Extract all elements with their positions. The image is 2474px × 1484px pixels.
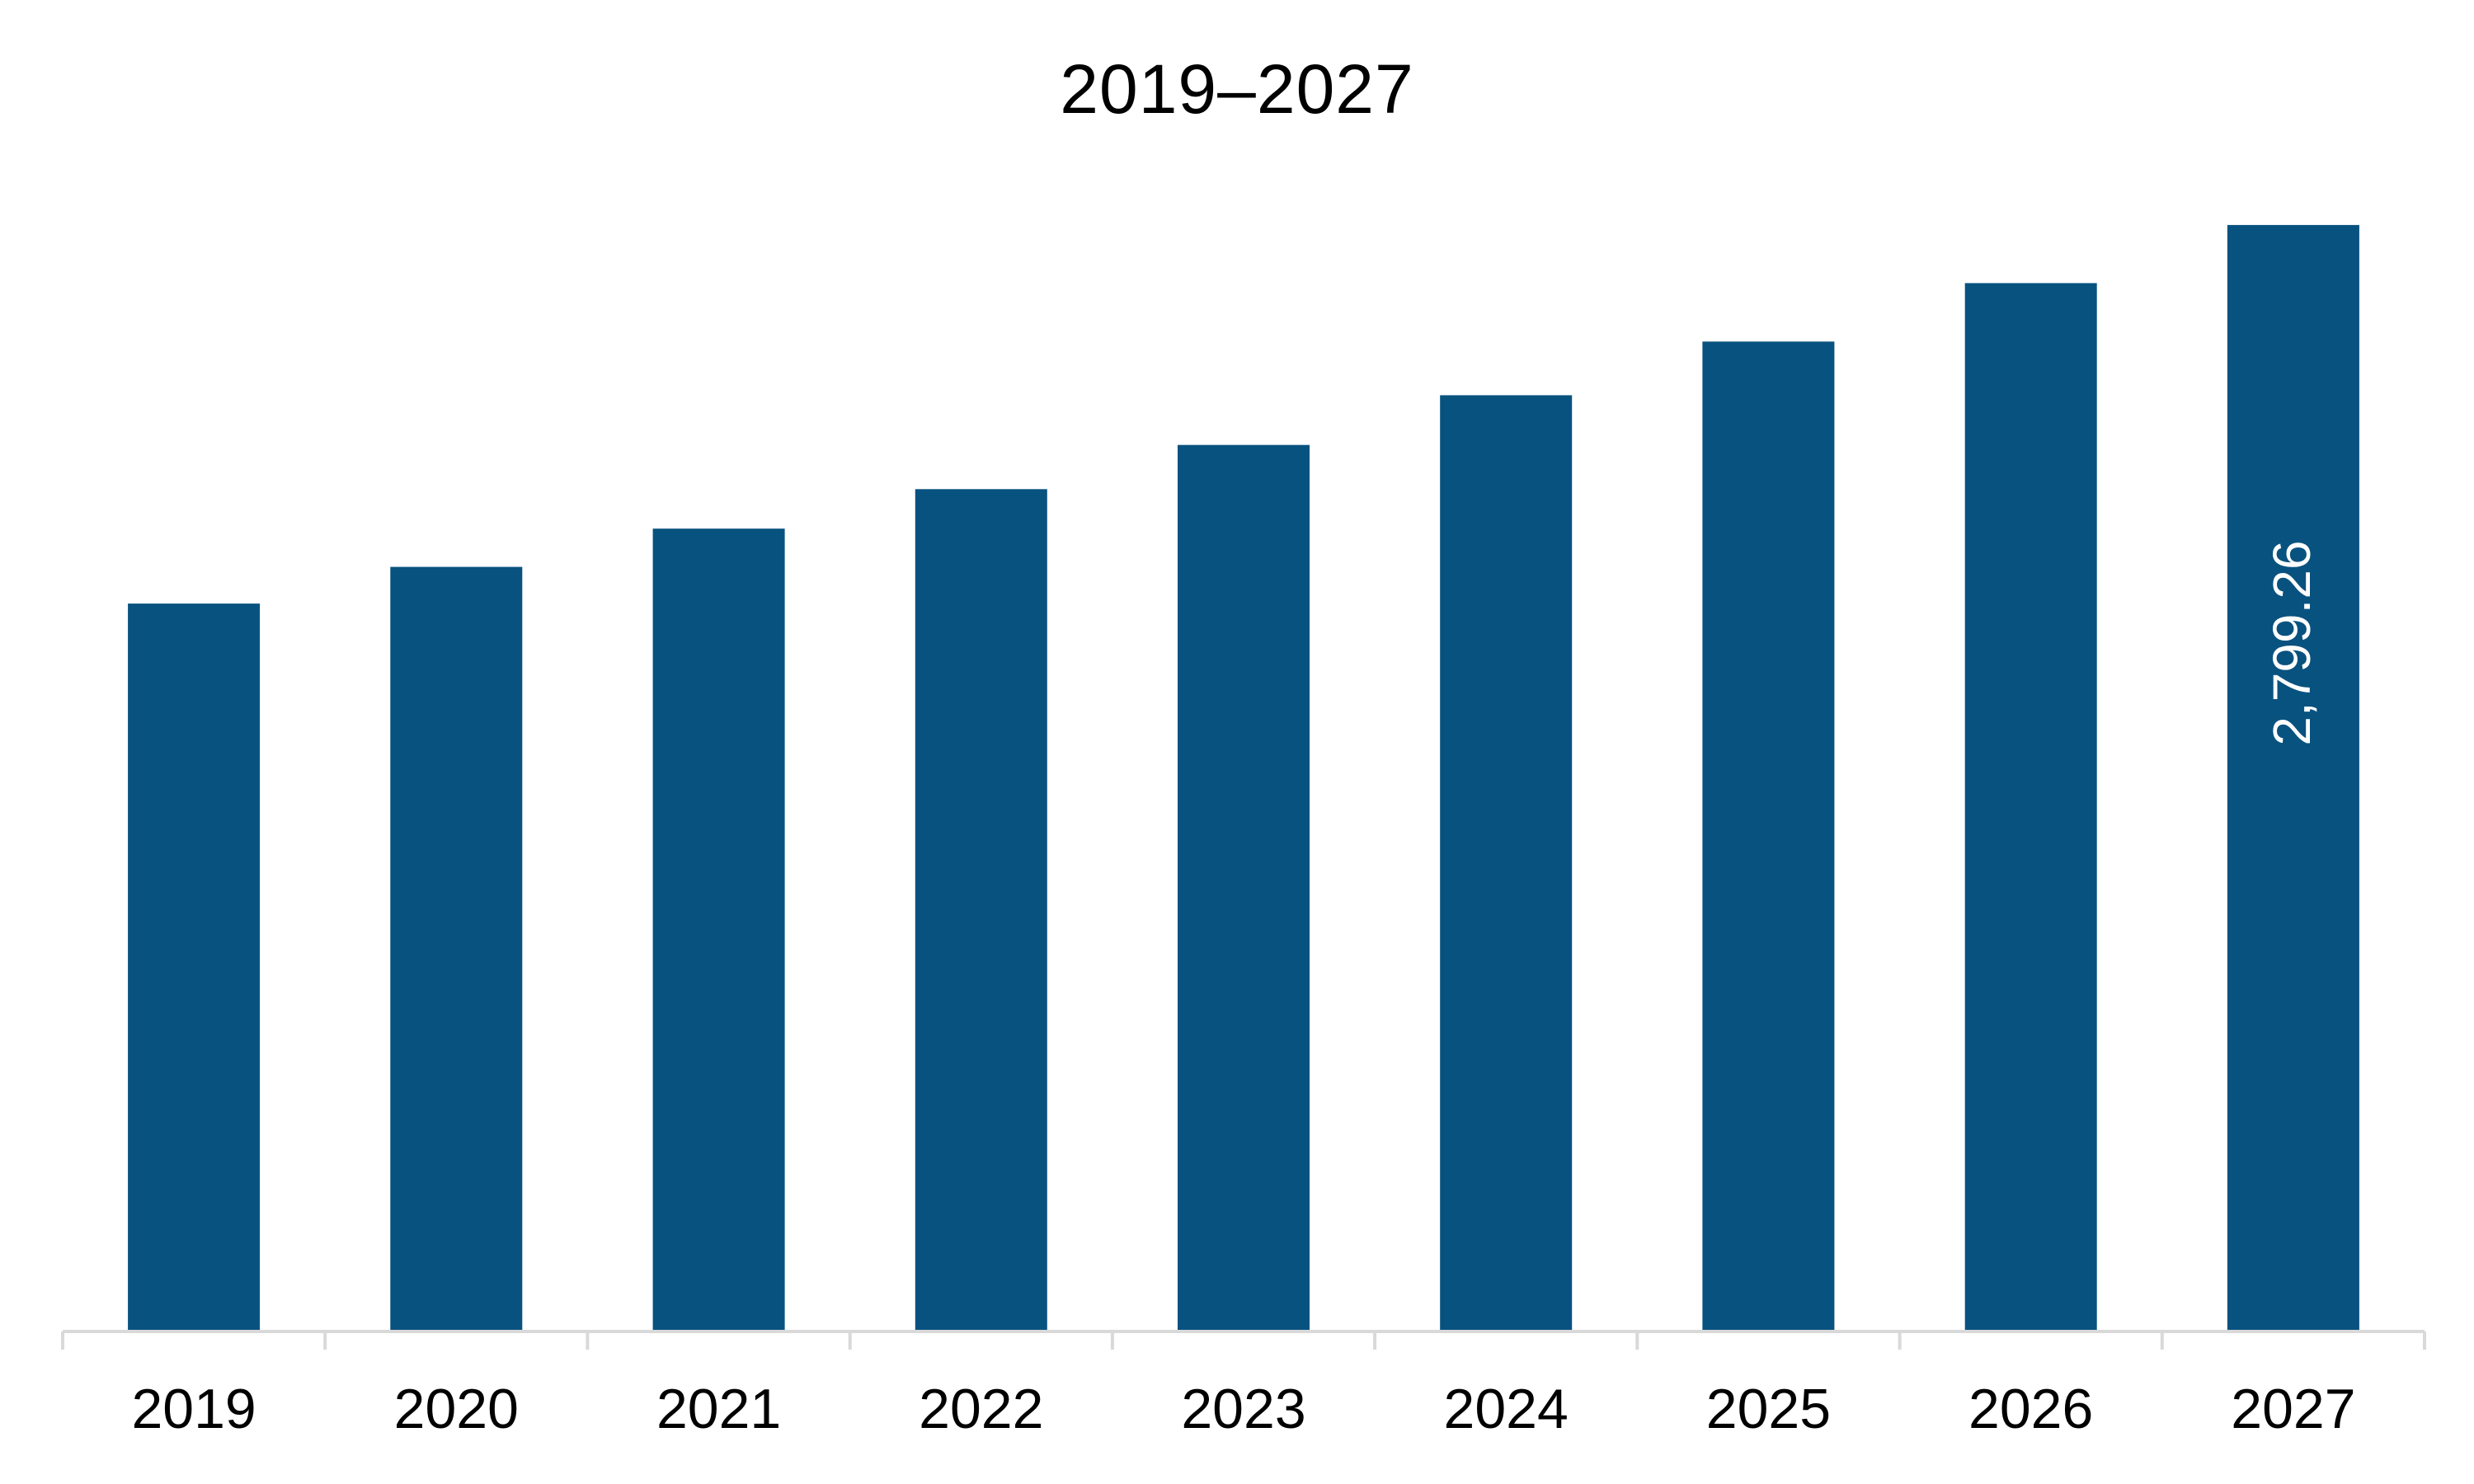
x-tick-label-2022: 2022 — [919, 1378, 1043, 1440]
x-tick-label-2021: 2021 — [656, 1378, 781, 1440]
bar-2025 — [1702, 341, 1835, 1330]
x-tick-label-2019: 2019 — [131, 1378, 256, 1440]
bar-2023 — [1178, 444, 1310, 1331]
x-tick-label-2025: 2025 — [1706, 1378, 1831, 1440]
bar-2022 — [915, 489, 1047, 1330]
x-tick-label-2027: 2027 — [2231, 1378, 2355, 1440]
bar-2027 — [2227, 224, 2359, 1330]
bar-2024 — [1440, 395, 1573, 1330]
chart-title: 2019–2027 — [1060, 50, 1414, 128]
x-tick-label-2026: 2026 — [1968, 1378, 2093, 1440]
x-tick-label-2020: 2020 — [394, 1378, 519, 1440]
bar-2019 — [128, 603, 261, 1330]
bar-2026 — [1964, 283, 2097, 1330]
bar-2021 — [652, 528, 785, 1330]
data-label-2027: 2,799.26 — [2262, 540, 2321, 745]
x-tick-label-2024: 2024 — [1444, 1378, 1569, 1440]
bar-2020 — [390, 566, 523, 1330]
x-tick-label-2023: 2023 — [1181, 1378, 1305, 1440]
